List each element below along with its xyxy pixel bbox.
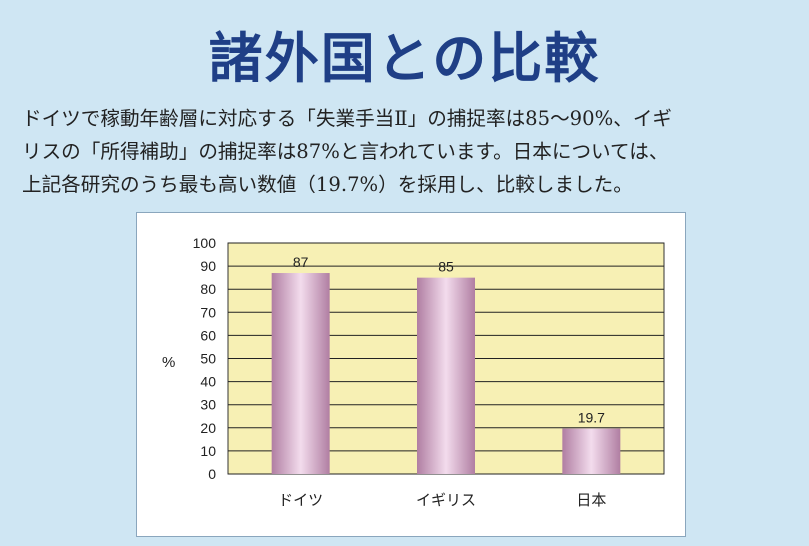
bar-3 [562,428,621,474]
data-label: 87 [293,254,309,270]
x-category-label: ドイツ [278,491,323,509]
bar-1 [271,273,330,474]
description-line: 上記各研究のうち最も高い数値（19.7%）を採用し、比較しました。 [22,173,633,196]
page-title: 諸外国との比較 [208,26,601,90]
y-tick-label: 80 [200,281,216,297]
y-tick-label: 10 [200,443,216,459]
data-label: 19.7 [578,409,605,425]
x-category-label: 日本 [576,491,606,509]
y-tick-label: 40 [200,374,216,390]
bar-2 [417,277,475,474]
y-tick-label: 70 [200,304,216,320]
y-tick-label: 20 [200,420,216,436]
y-tick-label: 60 [200,327,216,343]
y-tick-label: 30 [200,397,216,413]
description-line: ドイツで稼動年齢層に対応する「失業手当Ⅱ」の捕捉率は85～90%、イギ [22,107,673,130]
description-text: ドイツで稼動年齢層に対応する「失業手当Ⅱ」の捕捉率は85～90%、イギ リスの「… [22,102,792,201]
description-line: リスの「所得補助」の捕捉率は87%と言われています。日本については、 [22,140,669,163]
y-tick-label: 50 [200,351,216,367]
y-tick-label: 0 [208,466,216,482]
y-tick-label: 90 [200,258,216,274]
x-category-label: イギリス [416,491,476,509]
data-label: 85 [438,259,454,275]
y-axis-label: % [162,354,175,371]
y-tick-label: 100 [193,235,217,251]
